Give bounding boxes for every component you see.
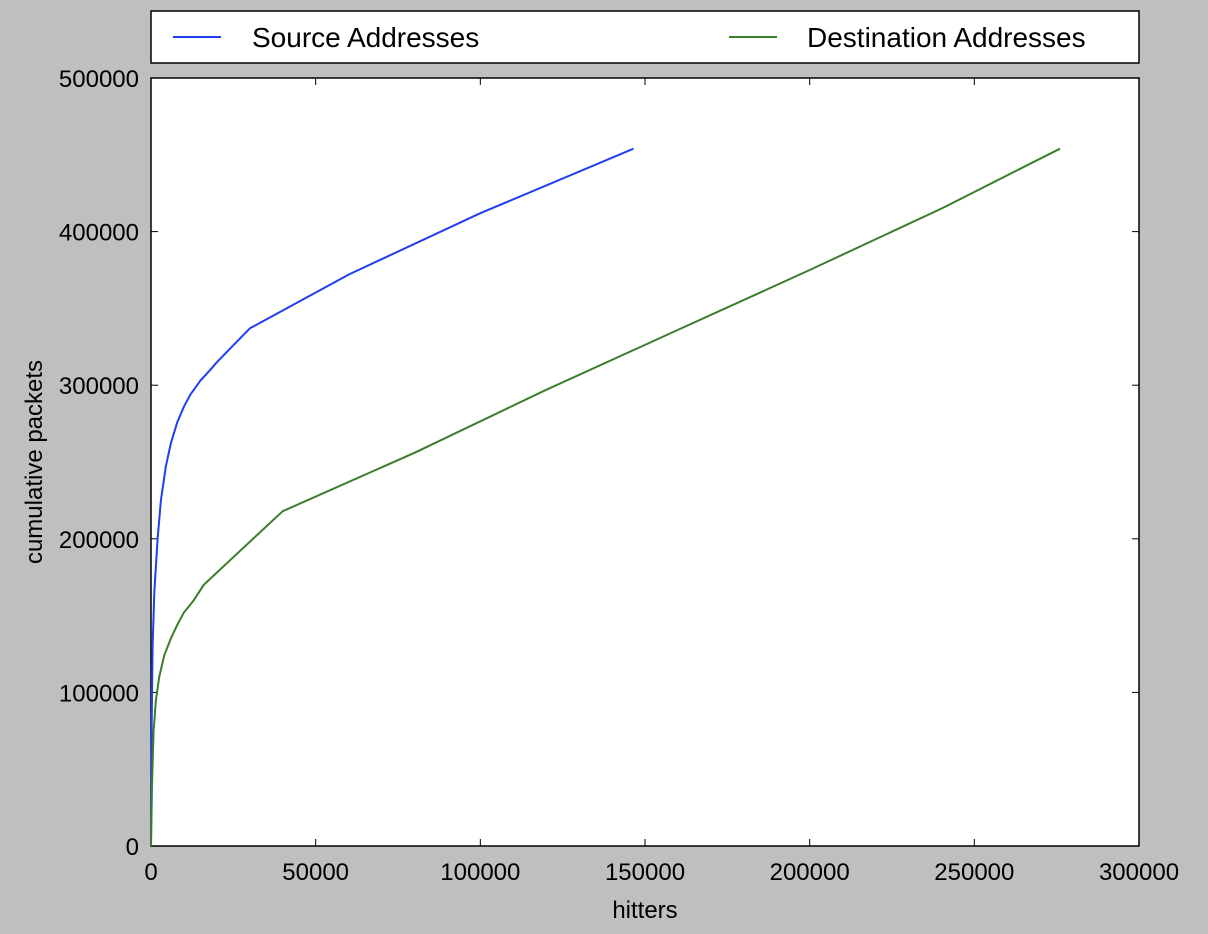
- y-axis-label: cumulative packets: [21, 360, 48, 564]
- y-tick-label: 0: [126, 834, 139, 861]
- y-tick-label: 200000: [59, 527, 139, 554]
- series-lines: [150, 147, 1061, 847]
- x-tick-label: 300000: [1099, 859, 1179, 886]
- plot-area: [150, 77, 1140, 847]
- y-tick-label: 500000: [59, 66, 139, 93]
- series-line-source: [150, 147, 634, 847]
- y-tick-label: 100000: [59, 680, 139, 707]
- x-tick-label: 100000: [440, 859, 520, 886]
- x-tick-label: 50000: [282, 859, 349, 886]
- legend-label-destination: Destination Addresses: [807, 22, 1086, 53]
- legend-label-source: Source Addresses: [252, 22, 479, 53]
- legend-box: [150, 10, 1140, 64]
- x-tick-label: 0: [144, 859, 157, 886]
- axis-ticks: 0 50000 100000 150000 200000 250000 300000 0 100…: [59, 66, 1179, 886]
- y-tick-label: 400000: [59, 220, 139, 247]
- x-tick-label: 150000: [605, 859, 685, 886]
- x-tick-label: 200000: [770, 859, 850, 886]
- legend: Source Addresses Destination Addresses: [150, 10, 1140, 64]
- y-tick-label: 300000: [59, 373, 139, 400]
- series-line-destination: [150, 147, 1061, 847]
- x-tick-label: 250000: [934, 859, 1014, 886]
- x-axis-label: hitters: [612, 897, 677, 924]
